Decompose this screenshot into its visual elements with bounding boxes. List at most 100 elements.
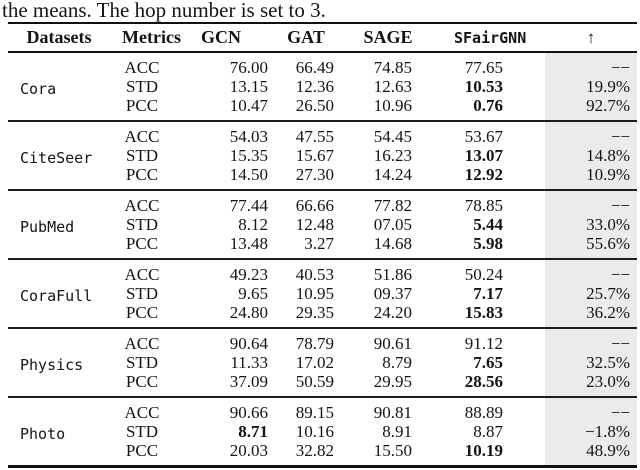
- improvement-cell: 55.6%: [545, 234, 637, 259]
- value-cell: 09.37: [373, 284, 412, 303]
- value-cell: 26.50: [295, 96, 334, 115]
- value-cell: 12.48: [295, 215, 334, 234]
- column-spacer: [506, 422, 545, 441]
- table-row: PCC 20.03 32.82 15.50 10.19 48.9%: [8, 441, 637, 467]
- col-header-datasets: Datasets: [26, 27, 92, 47]
- col-header-sage: SAGE: [363, 27, 413, 47]
- improvement-cell: 19.9%: [545, 77, 637, 96]
- value-cell: 16.23: [373, 146, 412, 165]
- metric-label: STD: [125, 77, 159, 96]
- dataset-name: Cora: [20, 79, 57, 98]
- dataset-group-pubmed: PubMed ACC 77.44 66.66 77.82 78.85 −− STD 8.12 12…: [8, 190, 637, 259]
- column-spacer: [506, 234, 545, 259]
- value-cell: 14.50: [229, 165, 268, 184]
- value-cell: 24.80: [229, 303, 268, 322]
- column-spacer: [506, 303, 545, 328]
- value-cell: 66.49: [295, 58, 334, 77]
- results-table: Datasets Metrics GCN GAT SAGE SFairGNN ↑…: [8, 22, 637, 468]
- dataset-group-corafull: CoraFull ACC 49.23 40.53 51.86 50.24 −− STD 9.65…: [8, 259, 637, 328]
- table-row: STD 15.35 15.67 16.23 13.07 14.8%: [8, 146, 637, 165]
- value-cell: 12.36: [295, 77, 334, 96]
- table-row: STD 9.65 10.95 09.37 7.17 25.7%: [8, 284, 637, 303]
- value-cell: 17.02: [295, 353, 334, 372]
- table-row: STD 8.71 10.16 8.91 8.87 −1.8%: [8, 422, 637, 441]
- value-cell: 40.53: [295, 265, 334, 284]
- table-row: STD 8.12 12.48 07.05 5.44 33.0%: [8, 215, 637, 234]
- column-spacer: [506, 353, 545, 372]
- value-cell: 47.55: [295, 127, 334, 146]
- value-cell: 50.24: [464, 265, 503, 284]
- metric-label: PCC: [125, 234, 159, 253]
- table-caption-text: the means. The hop number is set to 3.: [2, 0, 326, 22]
- value-cell: 10.19: [464, 441, 503, 460]
- improvement-cell: −−: [545, 190, 637, 215]
- table-row: PCC 13.48 3.27 14.68 5.98 55.6%: [8, 234, 637, 259]
- value-cell: 90.66: [229, 403, 268, 422]
- improvement-cell: −1.8%: [545, 422, 637, 441]
- value-cell: 54.03: [229, 127, 268, 146]
- table-header: Datasets Metrics GCN GAT SAGE SFairGNN ↑: [8, 23, 637, 52]
- improvement-cell: 36.2%: [545, 303, 637, 328]
- dataset-name: Physics: [20, 355, 84, 374]
- dataset-name: Photo: [20, 424, 66, 443]
- metric-label: ACC: [124, 58, 160, 77]
- value-cell: 54.45: [373, 127, 412, 146]
- value-cell: 15.50: [373, 441, 412, 460]
- improvement-cell: 48.9%: [545, 441, 637, 467]
- value-cell: 77.82: [373, 196, 412, 215]
- table-row: PCC 24.80 29.35 24.20 15.83 36.2%: [8, 303, 637, 328]
- value-cell: 13.48: [229, 234, 268, 253]
- metric-label: ACC: [124, 265, 160, 284]
- table-row: PCC 14.50 27.30 14.24 12.92 10.9%: [8, 165, 637, 190]
- value-cell: 14.68: [373, 234, 412, 253]
- value-cell: 8.79: [382, 353, 412, 372]
- table-row: STD 13.15 12.36 12.63 10.53 19.9%: [8, 77, 637, 96]
- value-cell: 10.95: [295, 284, 334, 303]
- value-cell: 07.05: [373, 215, 412, 234]
- column-spacer: [506, 77, 545, 96]
- value-cell: 88.89: [464, 403, 503, 422]
- improvement-cell: 23.0%: [545, 372, 637, 397]
- metric-label: STD: [125, 284, 159, 303]
- value-cell: 3.27: [304, 234, 334, 253]
- dataset-group-cora: Cora ACC 76.00 66.49 74.85 77.65 −− STD 13.15 12.…: [8, 52, 637, 121]
- value-cell: 78.85: [464, 196, 503, 215]
- improvement-cell: −−: [545, 397, 637, 422]
- improvement-cell: −−: [545, 52, 637, 77]
- value-cell: 74.85: [373, 58, 412, 77]
- value-cell: 8.71: [238, 422, 268, 441]
- metric-label: PCC: [125, 441, 159, 460]
- value-cell: 51.86: [373, 265, 412, 284]
- column-spacer: [506, 190, 545, 215]
- value-cell: 13.15: [229, 77, 268, 96]
- value-cell: 37.09: [229, 372, 268, 391]
- value-cell: 8.91: [382, 422, 412, 441]
- value-cell: 12.92: [464, 165, 503, 184]
- column-spacer: [506, 121, 545, 146]
- value-cell: 14.24: [373, 165, 412, 184]
- value-cell: 13.07: [464, 146, 503, 165]
- col-header-sfairgnn: SFairGNN: [454, 28, 527, 47]
- column-spacer: [506, 397, 545, 422]
- dataset-name: CoraFull: [20, 286, 93, 305]
- col-header-metrics: Metrics: [122, 27, 181, 47]
- value-cell: 32.82: [295, 441, 334, 460]
- column-spacer: [506, 52, 545, 77]
- improvement-cell: 25.7%: [545, 284, 637, 303]
- value-cell: 28.56: [464, 372, 503, 391]
- value-cell: 90.81: [373, 403, 412, 422]
- metric-label: ACC: [124, 196, 160, 215]
- table-row: Physics ACC 90.64 78.79 90.61 91.12 −−: [8, 328, 637, 374]
- dataset-group-physics: Physics ACC 90.64 78.79 90.61 91.12 −− STD 11.33…: [8, 328, 637, 397]
- metric-label: PCC: [125, 303, 159, 322]
- value-cell: 90.61: [373, 334, 412, 353]
- metric-label: ACC: [124, 334, 160, 353]
- value-cell: 7.17: [473, 284, 503, 303]
- dataset-name: CiteSeer: [20, 148, 93, 167]
- value-cell: 53.67: [464, 127, 503, 146]
- improvement-cell: 14.8%: [545, 146, 637, 165]
- table-row: Photo ACC 90.66 89.15 90.81 88.89 −−: [8, 397, 637, 443]
- metric-label: PCC: [125, 96, 159, 115]
- column-spacer: [506, 165, 545, 190]
- table-row: PCC 37.09 50.59 29.95 28.56 23.0%: [8, 372, 637, 397]
